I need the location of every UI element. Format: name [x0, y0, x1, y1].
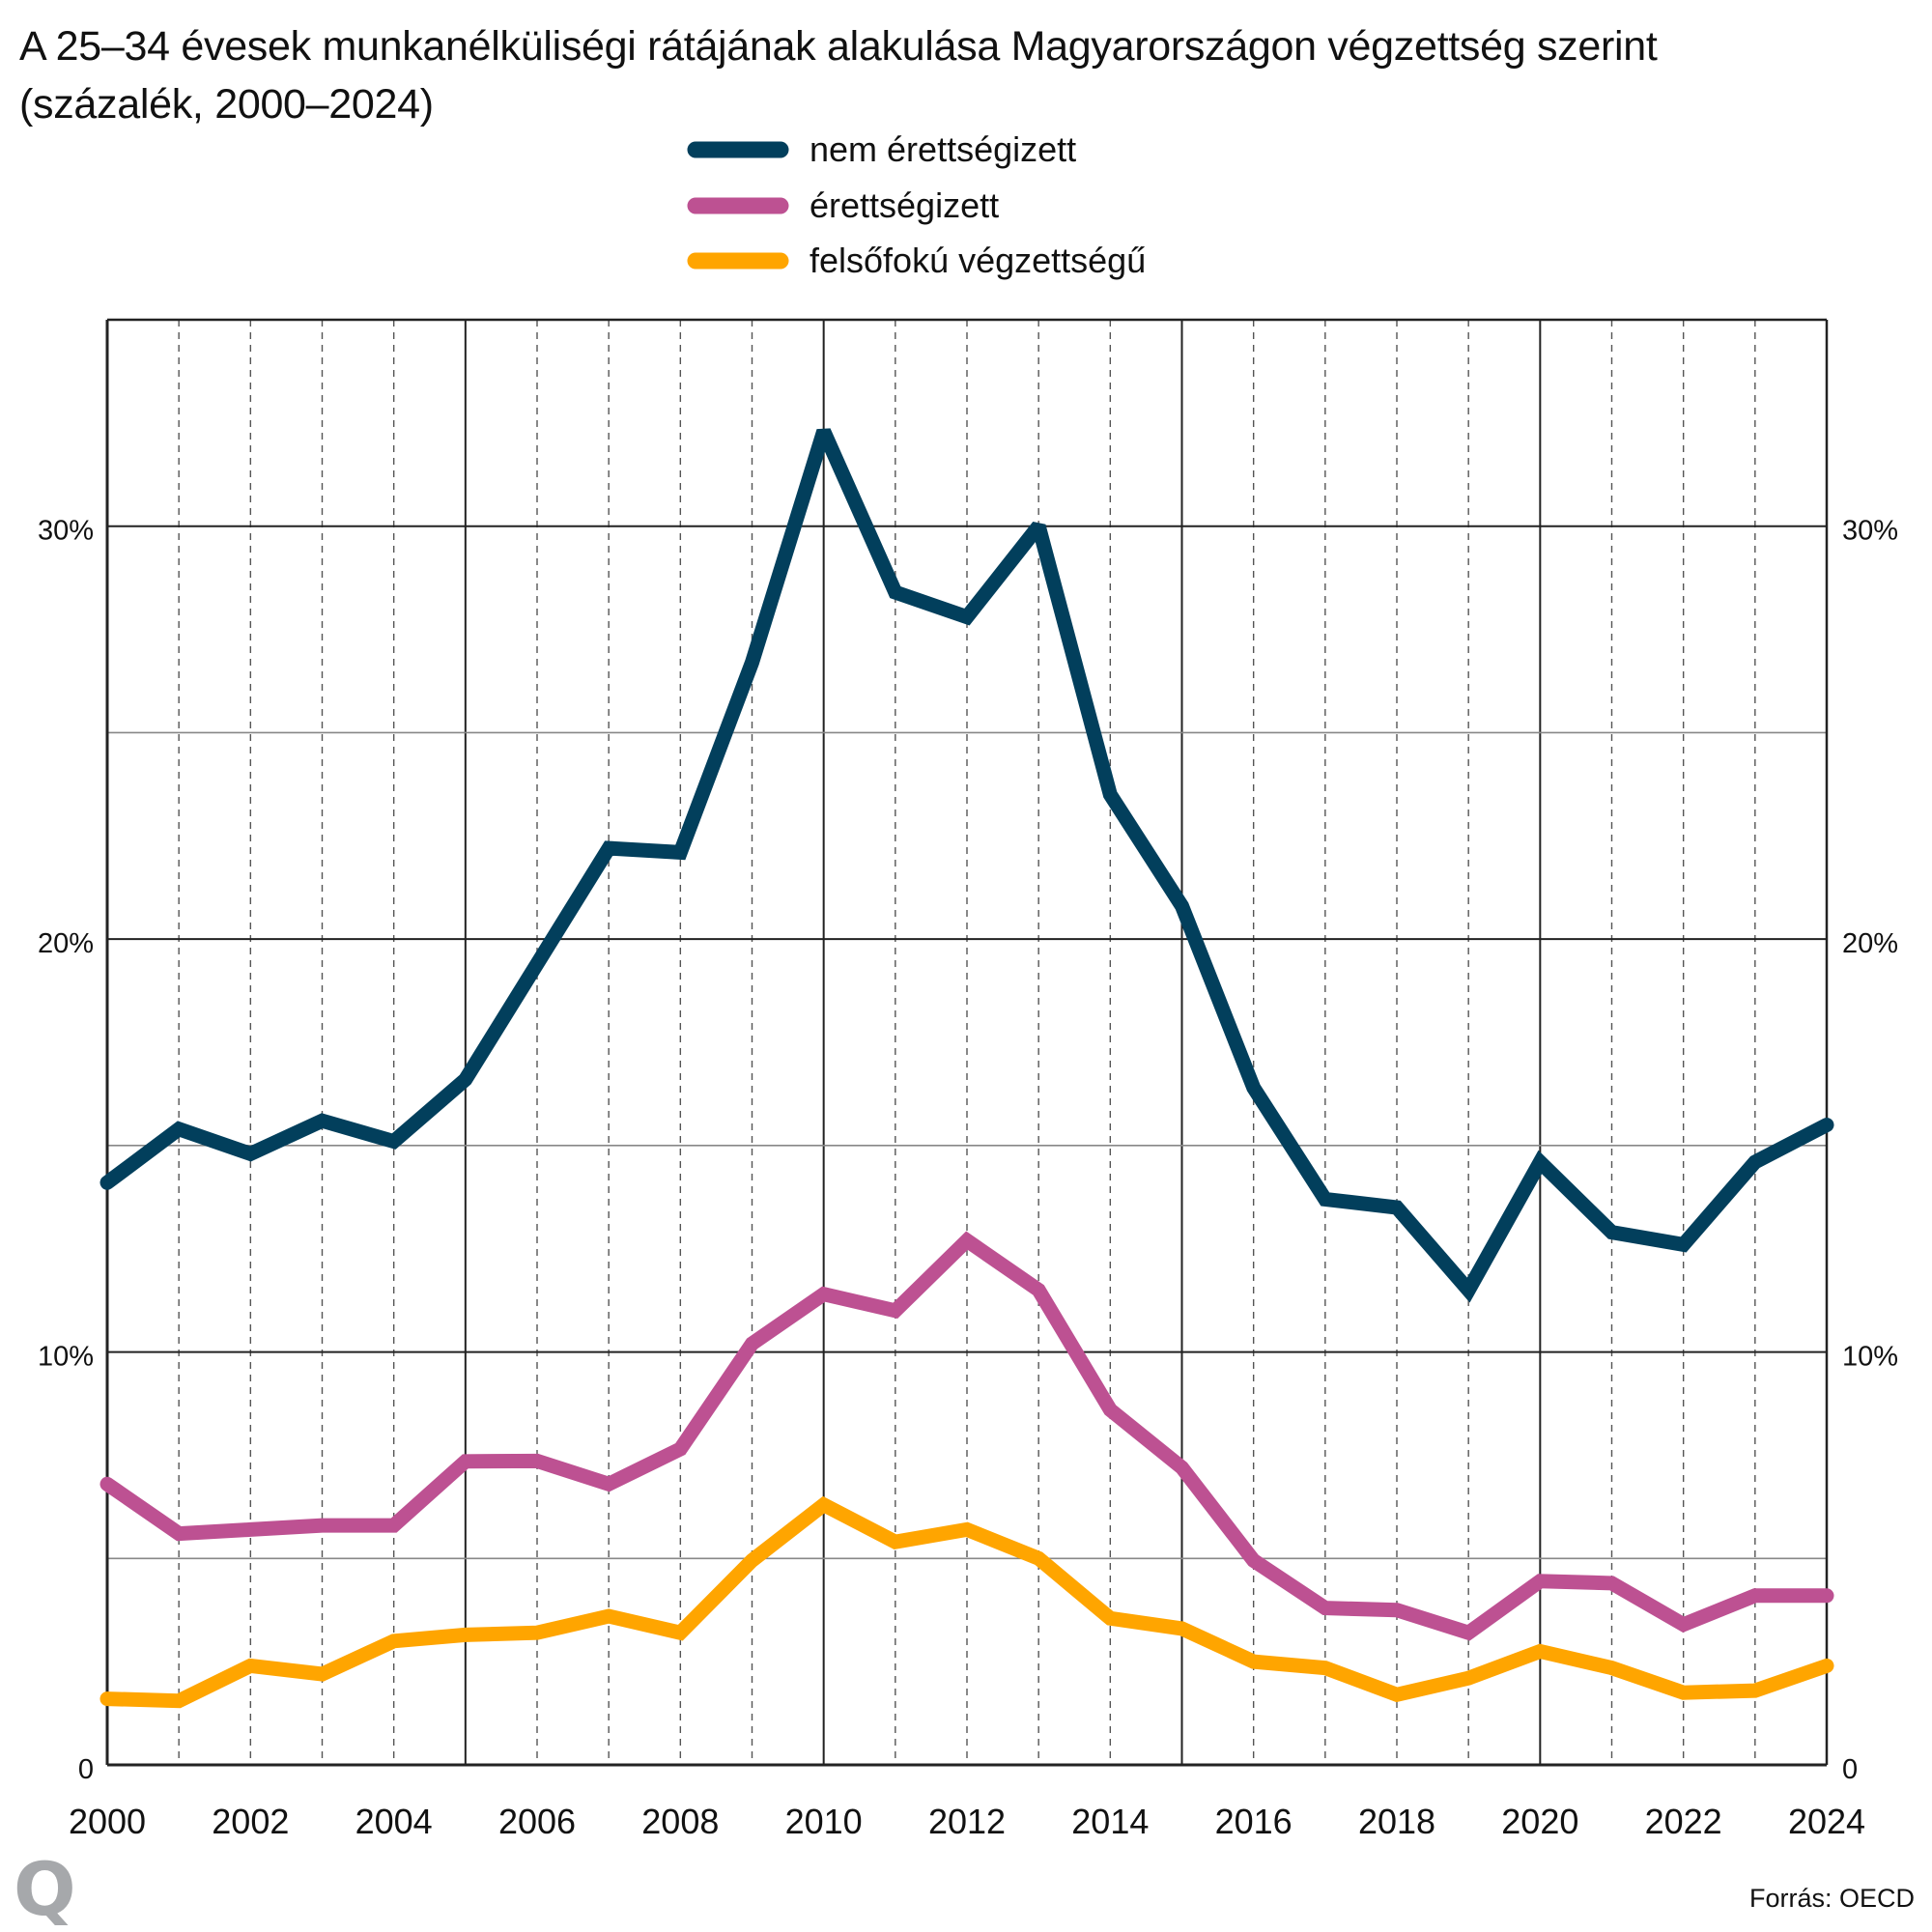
x-tick-label: 2008	[641, 1802, 719, 1841]
x-tick-label: 2012	[928, 1802, 1006, 1841]
y-tick-label-right: 0	[1842, 1754, 1858, 1785]
axes	[105, 318, 1829, 1767]
x-tick-label: 2024	[1788, 1802, 1865, 1841]
x-tick-label: 2016	[1215, 1802, 1293, 1841]
x-tick-label: 2020	[1501, 1802, 1578, 1841]
chart-title-line-1: A 25–34 évesek munkanélküliségi rátájána…	[19, 23, 1658, 70]
x-tick-label: 2000	[69, 1802, 146, 1841]
x-tick-label: 2010	[785, 1802, 863, 1841]
y-tick-label-right: 10%	[1842, 1342, 1898, 1373]
series-line-1	[99, 1231, 1834, 1641]
y-tick-label-left: 30%	[38, 516, 94, 547]
x-tick-label: 2018	[1358, 1802, 1435, 1841]
y-tick-label-left: 20%	[38, 928, 94, 959]
y-tick-label-right: 30%	[1842, 516, 1898, 547]
x-tick-label: 2014	[1071, 1802, 1149, 1841]
series-lines	[99, 428, 1834, 1709]
x-tick-label: 2002	[212, 1802, 289, 1841]
x-tick-label: 2004	[355, 1802, 433, 1841]
chart-title-line-2: (százalék, 2000–2024)	[19, 81, 434, 128]
x-tick-label: 2006	[498, 1802, 576, 1841]
y-tick-label-left: 10%	[38, 1342, 94, 1373]
grid	[107, 320, 1827, 1765]
publisher-logo: Q	[14, 1846, 76, 1932]
series-line-0	[99, 428, 1834, 1303]
legend-label-1: érettségizett	[810, 185, 999, 225]
source-note: Forrás: OECD	[1748, 1884, 1915, 1913]
y-axis-left: 0 10% 20% 30%	[38, 516, 94, 1785]
legend-label-0: nem érettségizett	[810, 129, 1076, 169]
chart-title: A 25–34 évesek munkanélküliségi rátájána…	[19, 17, 1658, 133]
series-line-2	[99, 1495, 1834, 1709]
legend: nem érettségizett érettségizett felsőfokú …	[687, 129, 1146, 280]
x-axis: 2000 2002 2004 2006 2008 2010 2012 2014 2016 2018…	[69, 1802, 1865, 1841]
y-tick-label-right: 20%	[1842, 928, 1898, 959]
y-tick-label-left: 0	[78, 1754, 94, 1785]
legend-label-2: felsőfokú végzettségű	[810, 241, 1146, 280]
x-tick-label: 2022	[1645, 1802, 1722, 1841]
y-axis-right: 0 10% 20% 30%	[1842, 516, 1898, 1785]
